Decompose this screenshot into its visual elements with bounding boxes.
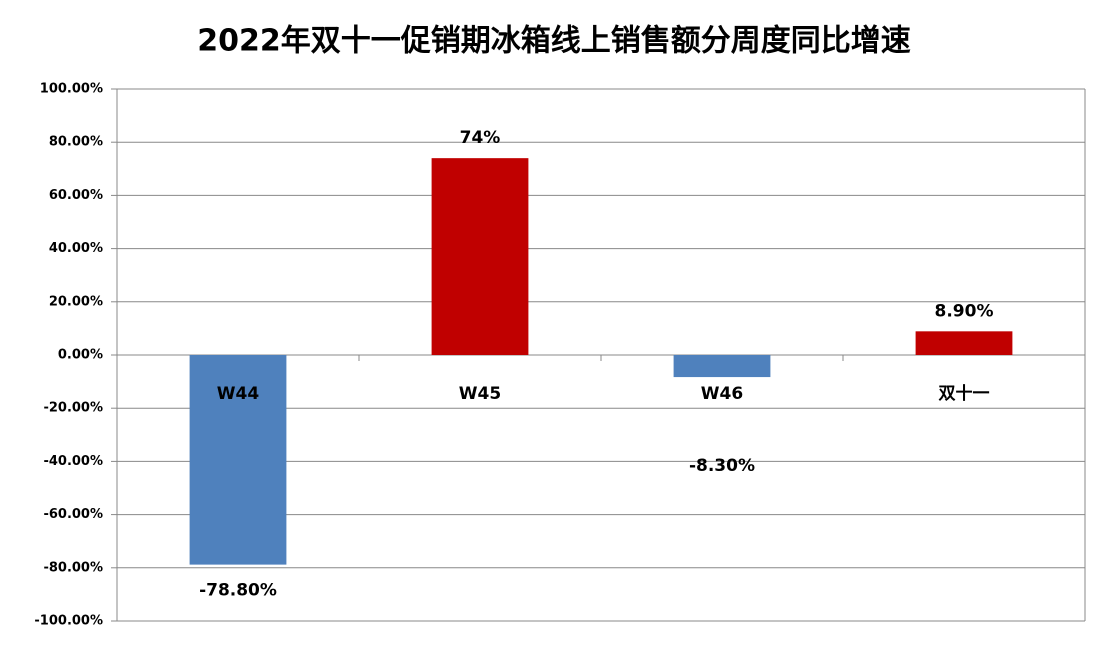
bar <box>673 355 771 378</box>
bar <box>189 355 287 565</box>
y-tick-label: -20.00% <box>43 401 103 416</box>
y-tick-label: 0.00% <box>58 348 103 363</box>
bar <box>915 331 1013 355</box>
y-tick-label: 20.00% <box>49 294 103 309</box>
y-tick-label: 100.00% <box>40 82 103 97</box>
y-tick-label: -80.00% <box>43 560 103 575</box>
x-tick-label: W45 <box>459 384 501 404</box>
y-tick-label: -60.00% <box>43 507 103 522</box>
x-tick-label: W46 <box>701 384 743 404</box>
chart-title: 2022年双十一促销期冰箱线上销售额分周度同比增速 <box>197 24 911 59</box>
y-tick-label: -40.00% <box>43 454 103 469</box>
bar <box>431 158 529 355</box>
data-label: 8.90% <box>935 301 994 321</box>
data-label: -78.80% <box>199 581 277 601</box>
y-tick-label: -100.00% <box>34 614 103 629</box>
y-tick-label: 40.00% <box>49 241 103 256</box>
x-tick-label: W44 <box>217 384 260 404</box>
data-label: -8.30% <box>689 456 755 476</box>
y-tick-label: 80.00% <box>49 135 103 150</box>
x-tick-label: 双十一 <box>939 383 990 404</box>
y-tick-label: 60.00% <box>49 188 103 203</box>
data-label: 74% <box>460 128 501 148</box>
